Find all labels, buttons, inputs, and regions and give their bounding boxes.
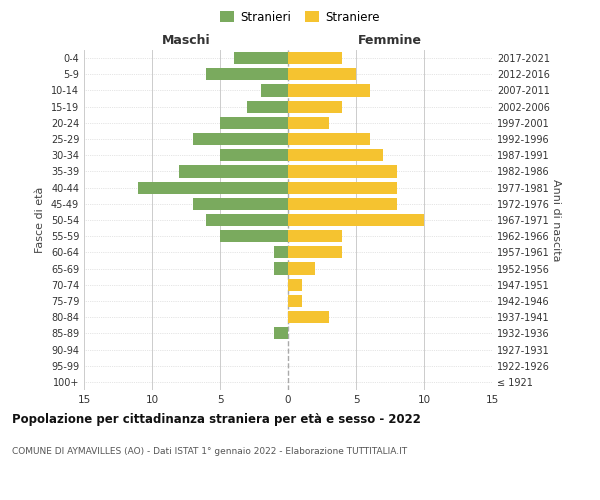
Text: COMUNE DI AYMAVILLES (AO) - Dati ISTAT 1° gennaio 2022 - Elaborazione TUTTITALIA: COMUNE DI AYMAVILLES (AO) - Dati ISTAT 1…	[12, 448, 407, 456]
Bar	[288, 295, 302, 307]
Bar	[288, 198, 397, 210]
Bar	[261, 84, 288, 96]
Bar	[288, 68, 356, 80]
Bar	[220, 149, 288, 162]
Bar	[274, 262, 288, 274]
Y-axis label: Anni di nascita: Anni di nascita	[551, 179, 561, 261]
Bar	[288, 133, 370, 145]
Text: Femmine: Femmine	[358, 34, 422, 47]
Bar	[206, 68, 288, 80]
Bar	[247, 100, 288, 112]
Bar	[288, 149, 383, 162]
Bar	[220, 230, 288, 242]
Text: Popolazione per cittadinanza straniera per età e sesso - 2022: Popolazione per cittadinanza straniera p…	[12, 412, 421, 426]
Text: Maschi: Maschi	[161, 34, 211, 47]
Bar	[220, 117, 288, 129]
Bar	[288, 278, 302, 291]
Bar	[288, 182, 397, 194]
Bar	[274, 246, 288, 258]
Bar	[274, 328, 288, 340]
Y-axis label: Fasce di età: Fasce di età	[35, 187, 45, 253]
Bar	[193, 198, 288, 210]
Bar	[288, 311, 329, 323]
Bar	[288, 84, 370, 96]
Bar	[193, 133, 288, 145]
Bar	[288, 100, 343, 112]
Bar	[288, 246, 343, 258]
Bar	[288, 230, 343, 242]
Legend: Stranieri, Straniere: Stranieri, Straniere	[215, 6, 385, 28]
Bar	[288, 166, 397, 177]
Bar	[288, 117, 329, 129]
Bar	[288, 262, 315, 274]
Bar	[288, 214, 424, 226]
Bar	[206, 214, 288, 226]
Bar	[139, 182, 288, 194]
Bar	[233, 52, 288, 64]
Bar	[288, 52, 343, 64]
Bar	[179, 166, 288, 177]
